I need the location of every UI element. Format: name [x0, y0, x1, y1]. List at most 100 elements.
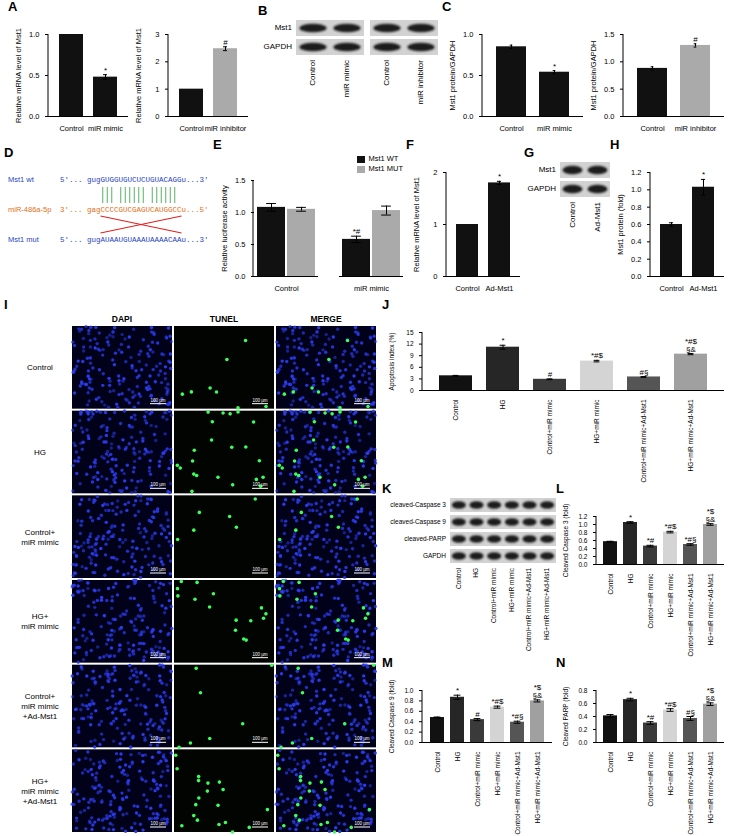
svg-text:0.2: 0.2 [578, 726, 587, 733]
svg-text:Control: Control [607, 751, 614, 773]
svg-text:HG+miR mimic+Ad-Mst1: HG+miR mimic+Ad-Mst1 [707, 751, 714, 823]
svg-text:0.0: 0.0 [631, 272, 641, 281]
svg-text:*: * [456, 686, 459, 695]
svg-text:HG+miR mimic: HG+miR mimic [667, 573, 674, 618]
svg-text:0.2: 0.2 [631, 255, 641, 264]
svg-text:GAPDH: GAPDH [423, 552, 446, 559]
svg-text:Mst1 protein/GAPDH: Mst1 protein/GAPDH [448, 40, 457, 110]
svg-text:1.0: 1.0 [404, 687, 413, 694]
svg-text:miR mimic: miR mimic [354, 284, 389, 293]
svg-text:*#§: *#§ [511, 712, 523, 721]
svg-text:Relative mRNA level of Mst1: Relative mRNA level of Mst1 [412, 177, 421, 272]
svg-text:HG+miR mimic: HG+miR mimic [508, 567, 515, 612]
svg-text:0.0: 0.0 [463, 112, 473, 121]
svg-text:Control+miR mimic+Ad-Mst1: Control+miR mimic+Ad-Mst1 [687, 751, 694, 834]
svg-text:*: * [553, 62, 556, 71]
svg-text:6: 6 [410, 363, 414, 370]
svg-text:MERGE: MERGE [310, 314, 342, 324]
svg-text:Control: Control [274, 284, 299, 293]
svg-text:0.4: 0.4 [578, 545, 587, 552]
svg-text:100 µm: 100 µm [252, 482, 267, 487]
svg-text:#: # [475, 710, 480, 719]
svg-text:100 µm: 100 µm [354, 736, 369, 741]
svg-text:#: # [223, 38, 228, 47]
svg-text:Mst1: Mst1 [539, 165, 557, 174]
svg-text:Control: Control [452, 399, 459, 421]
svg-text:Control: Control [499, 124, 524, 133]
svg-text:Mst1 protein (fold): Mst1 protein (fold) [616, 194, 625, 255]
svg-text:Mst1 mut: Mst1 mut [8, 235, 40, 244]
svg-text:HG+miR mimic+Ad-Mst1: HG+miR mimic+Ad-Mst1 [707, 573, 714, 645]
svg-text:1.0: 1.0 [235, 208, 245, 217]
svg-text:*: * [702, 170, 705, 179]
svg-text:0.0: 0.0 [404, 739, 413, 746]
svg-text:miR mimic: miR mimic [88, 124, 123, 133]
svg-text:*#$: *#$ [591, 351, 604, 360]
svg-text:100 µm: 100 µm [354, 821, 369, 826]
svg-text:Control+miR mimic: Control+miR mimic [647, 751, 654, 807]
svg-text:HG: HG [454, 752, 461, 762]
svg-text:1.0: 1.0 [631, 185, 641, 194]
svg-text:miR-486a-5p: miR-486a-5p [8, 205, 51, 214]
svg-text:*: * [104, 66, 107, 75]
svg-text:0.4: 0.4 [578, 713, 587, 720]
svg-text:HG+miR mimic: HG+miR mimic [593, 399, 600, 444]
svg-text:HG: HG [499, 400, 506, 410]
svg-text:1.0: 1.0 [29, 30, 39, 39]
svg-text:0.8: 0.8 [578, 529, 587, 536]
svg-text:0.6: 0.6 [631, 220, 641, 229]
svg-text:100 µm: 100 µm [252, 398, 267, 403]
svg-text:3: 3 [155, 30, 159, 39]
svg-text:0.5: 0.5 [235, 240, 245, 249]
svg-text:#: # [693, 35, 698, 44]
svg-text:0: 0 [155, 112, 159, 121]
svg-text:100 µm: 100 µm [252, 652, 267, 657]
svg-text:0.0: 0.0 [29, 112, 39, 121]
svg-text:100 µm: 100 µm [252, 736, 267, 741]
svg-text:12: 12 [406, 340, 414, 347]
svg-text:0: 0 [433, 272, 437, 281]
svg-text:Control+miR mimic: Control+miR mimic [546, 399, 553, 455]
svg-text:miR mimic: miR mimic [342, 60, 351, 97]
svg-text:2: 2 [155, 57, 159, 66]
svg-text:Control: Control [308, 60, 317, 86]
svg-text:3: 3 [410, 375, 414, 382]
svg-text:Control: Control [659, 284, 684, 293]
svg-text:0.5: 0.5 [29, 71, 39, 80]
svg-text:#: # [548, 370, 553, 379]
svg-text:0.0: 0.0 [578, 739, 587, 746]
svg-text:GAPDH: GAPDH [528, 184, 557, 193]
svg-text:*: * [629, 513, 632, 522]
svg-text:Control+miR mimic: Control+miR mimic [490, 567, 497, 623]
svg-text:*#$: *#$ [664, 700, 677, 709]
svg-text:*#: *# [647, 713, 655, 722]
svg-text:100 µm: 100 µm [252, 567, 267, 572]
svg-text:100 µm: 100 µm [150, 652, 165, 657]
svg-text:Control: Control [59, 124, 84, 133]
svg-text:Control: Control [179, 124, 204, 133]
svg-text:*#: *# [647, 536, 655, 545]
svg-text:Apoptosis index (%): Apoptosis index (%) [388, 333, 396, 391]
svg-text:HG+miR mimic+Ad-Mst1: HG+miR mimic+Ad-Mst1 [21, 777, 58, 806]
svg-text:*#$: *#$ [491, 697, 504, 706]
svg-text:HG+miR mimic+Ad-Mst1: HG+miR mimic+Ad-Mst1 [534, 751, 541, 823]
svg-text:Control: Control [27, 363, 53, 372]
svg-text:*#§: *#§ [684, 535, 696, 544]
svg-text:100 µm: 100 µm [252, 821, 267, 826]
svg-text:Control+miR mimic: Control+miR mimic [474, 751, 481, 807]
svg-text:100 µm: 100 µm [150, 821, 165, 826]
svg-text:5'... gugGUGGUGUCUCUGUACAGGu..: 5'... gugGUGGUGUCUCUGUACAGGu...3' [60, 176, 209, 184]
svg-text:1.0: 1.0 [578, 521, 587, 528]
svg-text:0.6: 0.6 [578, 537, 587, 544]
svg-text:HG+miR mimic: HG+miR mimic [667, 751, 674, 796]
svg-text:*: * [501, 336, 504, 345]
svg-text:Control+miR mimic: Control+miR mimic [647, 573, 654, 629]
svg-text:100 µm: 100 µm [354, 567, 369, 572]
svg-text:0.8: 0.8 [631, 203, 641, 212]
svg-text:0.6: 0.6 [578, 700, 587, 707]
svg-text:0.2: 0.2 [404, 728, 413, 735]
svg-text:*: * [498, 172, 501, 181]
svg-text:1: 1 [155, 85, 159, 94]
svg-text:DAPI: DAPI [112, 314, 132, 324]
svg-text:GAPDH: GAPDH [264, 42, 293, 51]
